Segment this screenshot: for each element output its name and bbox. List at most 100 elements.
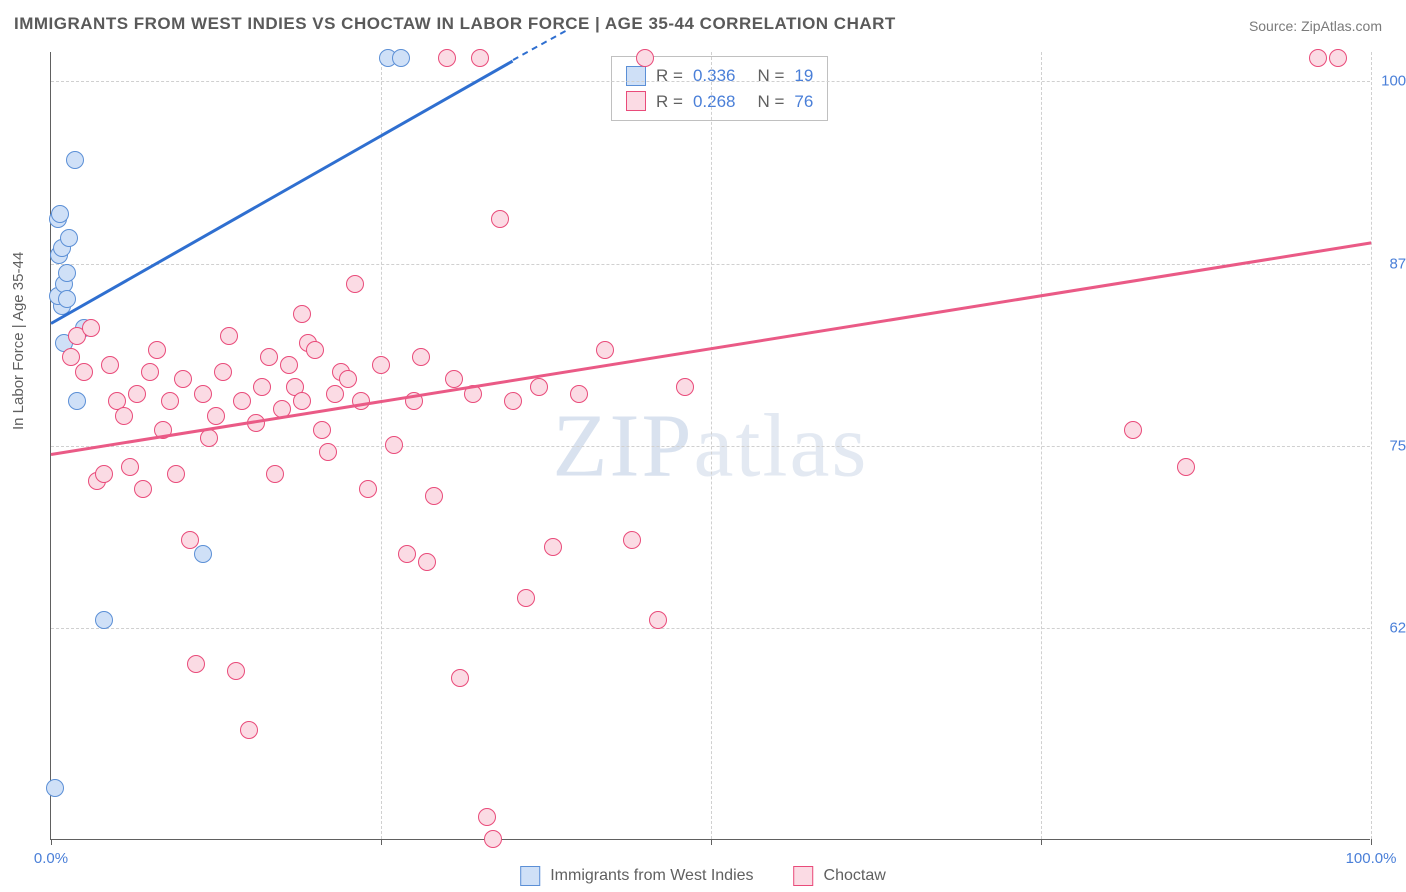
gridline-vertical bbox=[711, 52, 712, 839]
data-point bbox=[60, 229, 78, 247]
x-tick-mark bbox=[1371, 839, 1372, 845]
data-point bbox=[134, 480, 152, 498]
data-point bbox=[517, 589, 535, 607]
data-point bbox=[101, 356, 119, 374]
legend-item-1: Immigrants from West Indies bbox=[520, 866, 753, 886]
stat-r-value-2: 0.268 bbox=[693, 89, 736, 115]
legend-item-2: Choctaw bbox=[794, 866, 886, 886]
data-point bbox=[676, 378, 694, 396]
legend-swatch-1 bbox=[520, 866, 540, 886]
gridline-vertical bbox=[1371, 52, 1372, 839]
data-point bbox=[412, 348, 430, 366]
data-point bbox=[1309, 49, 1327, 67]
data-point bbox=[1329, 49, 1347, 67]
data-point bbox=[141, 363, 159, 381]
data-point bbox=[1177, 458, 1195, 476]
gridline-vertical bbox=[381, 52, 382, 839]
data-point bbox=[220, 327, 238, 345]
data-point bbox=[207, 407, 225, 425]
data-point bbox=[161, 392, 179, 410]
data-point bbox=[181, 531, 199, 549]
x-tick-mark bbox=[381, 839, 382, 845]
data-point bbox=[636, 49, 654, 67]
trend-line bbox=[50, 59, 513, 324]
x-tick-label: 100.0% bbox=[1346, 850, 1397, 867]
data-point bbox=[425, 487, 443, 505]
data-point bbox=[471, 49, 489, 67]
data-point bbox=[167, 465, 185, 483]
data-point bbox=[306, 341, 324, 359]
stats-row-series-1: R = 0.336 N = 19 bbox=[626, 63, 813, 89]
y-tick-label: 87.5% bbox=[1389, 255, 1406, 272]
stat-r-value-1: 0.336 bbox=[693, 63, 736, 89]
x-tick-mark bbox=[51, 839, 52, 845]
data-point bbox=[68, 392, 86, 410]
chart-source: Source: ZipAtlas.com bbox=[1249, 18, 1382, 34]
x-tick-label: 0.0% bbox=[34, 850, 68, 867]
data-point bbox=[359, 480, 377, 498]
data-point bbox=[398, 545, 416, 563]
data-point bbox=[326, 385, 344, 403]
data-point bbox=[445, 370, 463, 388]
data-point bbox=[266, 465, 284, 483]
data-point bbox=[530, 378, 548, 396]
data-point bbox=[418, 553, 436, 571]
data-point bbox=[596, 341, 614, 359]
data-point bbox=[58, 290, 76, 308]
data-point bbox=[194, 385, 212, 403]
data-point bbox=[82, 319, 100, 337]
data-point bbox=[649, 611, 667, 629]
data-point bbox=[62, 348, 80, 366]
data-point bbox=[260, 348, 278, 366]
data-point bbox=[187, 655, 205, 673]
correlation-chart: IMMIGRANTS FROM WEST INDIES VS CHOCTAW I… bbox=[0, 0, 1406, 892]
stats-row-series-2: R = 0.268 N = 76 bbox=[626, 89, 813, 115]
data-point bbox=[478, 808, 496, 826]
swatch-series-2 bbox=[626, 91, 646, 111]
data-point bbox=[319, 443, 337, 461]
data-point bbox=[148, 341, 166, 359]
y-axis-label: In Labor Force | Age 35-44 bbox=[10, 252, 27, 430]
plot-area: ZIPatlas R = 0.336 N = 19 R = 0.268 N = … bbox=[50, 52, 1370, 840]
data-point bbox=[58, 264, 76, 282]
data-point bbox=[293, 392, 311, 410]
stat-r-label: R = bbox=[656, 63, 683, 89]
data-point bbox=[293, 305, 311, 323]
data-point bbox=[491, 210, 509, 228]
data-point bbox=[392, 49, 410, 67]
data-point bbox=[372, 356, 390, 374]
legend-label-2: Choctaw bbox=[824, 867, 886, 885]
y-tick-label: 62.5% bbox=[1389, 620, 1406, 637]
data-point bbox=[544, 538, 562, 556]
legend-swatch-2 bbox=[794, 866, 814, 886]
chart-title: IMMIGRANTS FROM WEST INDIES VS CHOCTAW I… bbox=[14, 14, 896, 34]
stat-n-value-2: 76 bbox=[794, 89, 813, 115]
data-point bbox=[95, 465, 113, 483]
data-point bbox=[346, 275, 364, 293]
data-point bbox=[280, 356, 298, 374]
data-point bbox=[51, 205, 69, 223]
data-point bbox=[240, 721, 258, 739]
y-tick-label: 100.0% bbox=[1381, 73, 1406, 90]
data-point bbox=[233, 392, 251, 410]
x-tick-mark bbox=[711, 839, 712, 845]
data-point bbox=[1124, 421, 1142, 439]
data-point bbox=[66, 151, 84, 169]
stat-n-label: N = bbox=[757, 89, 784, 115]
legend-label-1: Immigrants from West Indies bbox=[550, 867, 753, 885]
data-point bbox=[75, 363, 93, 381]
data-point bbox=[339, 370, 357, 388]
data-point bbox=[95, 611, 113, 629]
data-point bbox=[623, 531, 641, 549]
data-point bbox=[121, 458, 139, 476]
x-tick-mark bbox=[1041, 839, 1042, 845]
data-point bbox=[253, 378, 271, 396]
data-point bbox=[504, 392, 522, 410]
stat-n-value-1: 19 bbox=[794, 63, 813, 89]
stat-n-label: N = bbox=[757, 63, 784, 89]
swatch-series-1 bbox=[626, 66, 646, 86]
data-point bbox=[451, 669, 469, 687]
data-point bbox=[313, 421, 331, 439]
bottom-legend: Immigrants from West Indies Choctaw bbox=[520, 866, 886, 886]
data-point bbox=[128, 385, 146, 403]
